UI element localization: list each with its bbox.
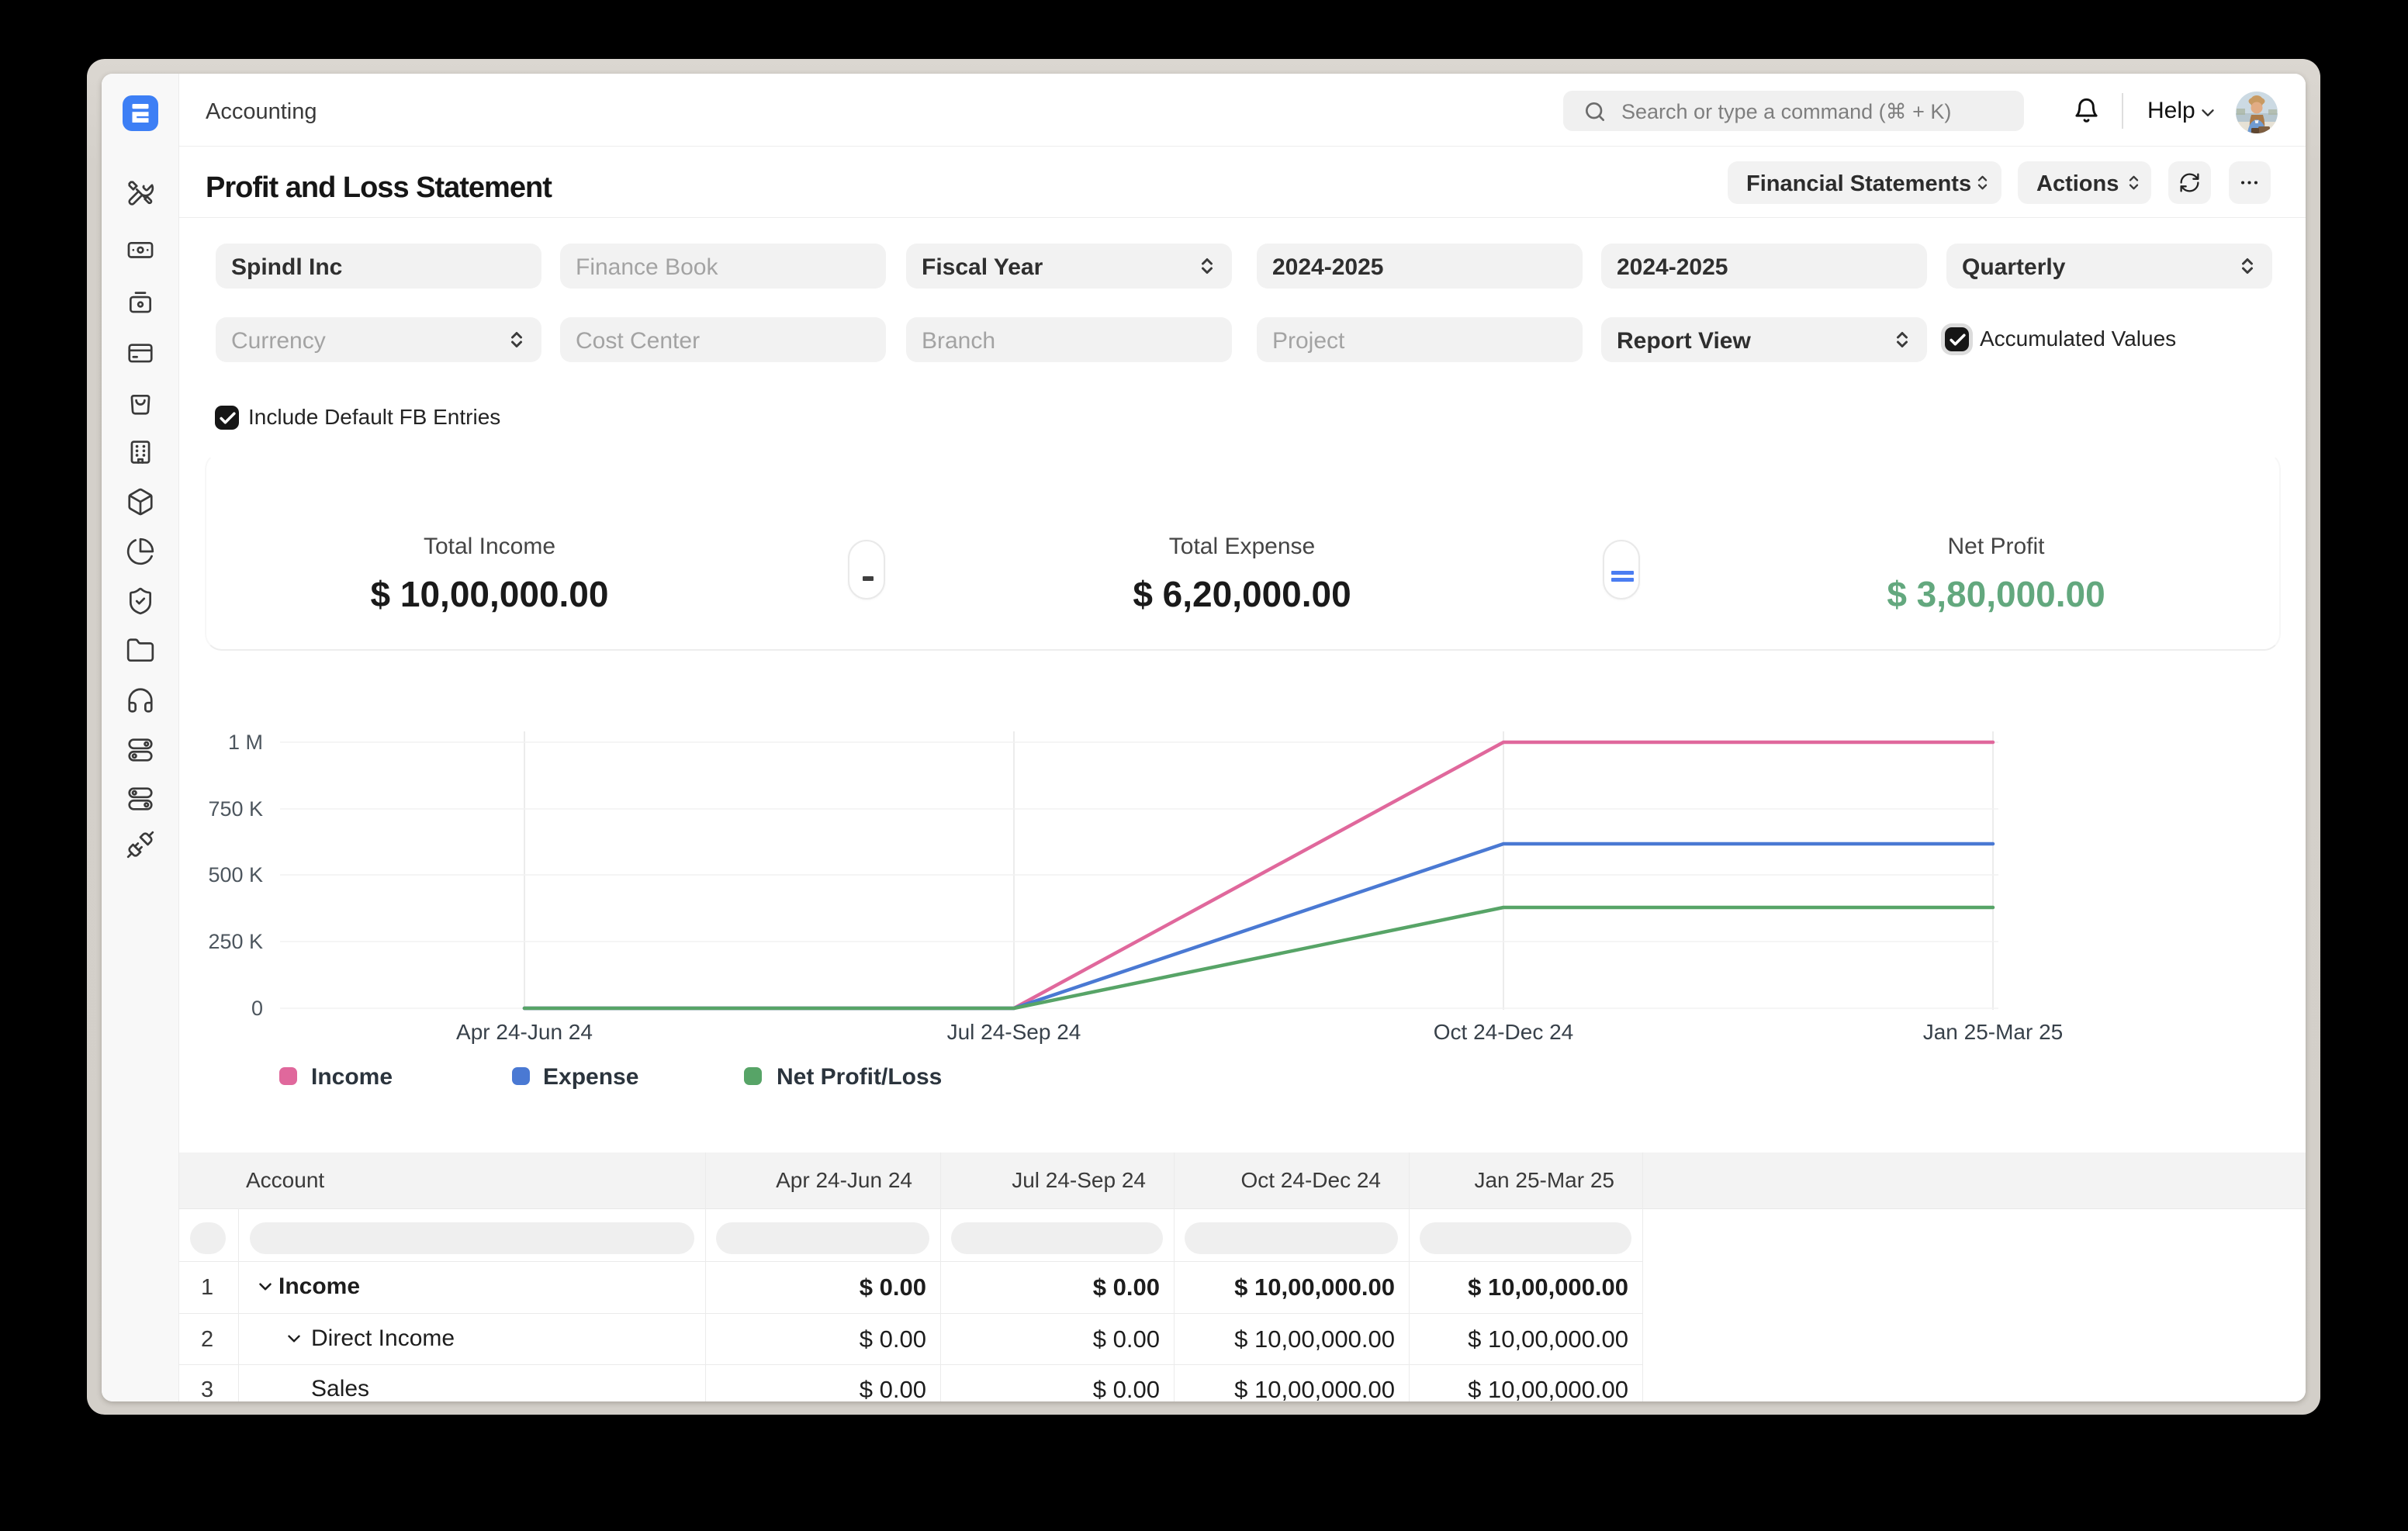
- svg-text:500 K: 500 K: [208, 863, 263, 886]
- svg-text:250 K: 250 K: [208, 930, 263, 953]
- svg-text:1 M: 1 M: [228, 731, 263, 754]
- svg-text:750 K: 750 K: [208, 797, 263, 821]
- svg-text:Net Profit/Loss: Net Profit/Loss: [777, 1064, 942, 1090]
- svg-text:Income: Income: [311, 1064, 393, 1090]
- svg-text:Oct 24-Dec 24: Oct 24-Dec 24: [1434, 1020, 1574, 1044]
- svg-text:Expense: Expense: [543, 1064, 638, 1090]
- svg-text:Jan 25-Mar 25: Jan 25-Mar 25: [1923, 1020, 2064, 1044]
- svg-text:0: 0: [251, 997, 263, 1020]
- svg-text:Jul 24-Sep 24: Jul 24-Sep 24: [947, 1020, 1081, 1044]
- svg-text:Apr 24-Jun 24: Apr 24-Jun 24: [456, 1020, 593, 1044]
